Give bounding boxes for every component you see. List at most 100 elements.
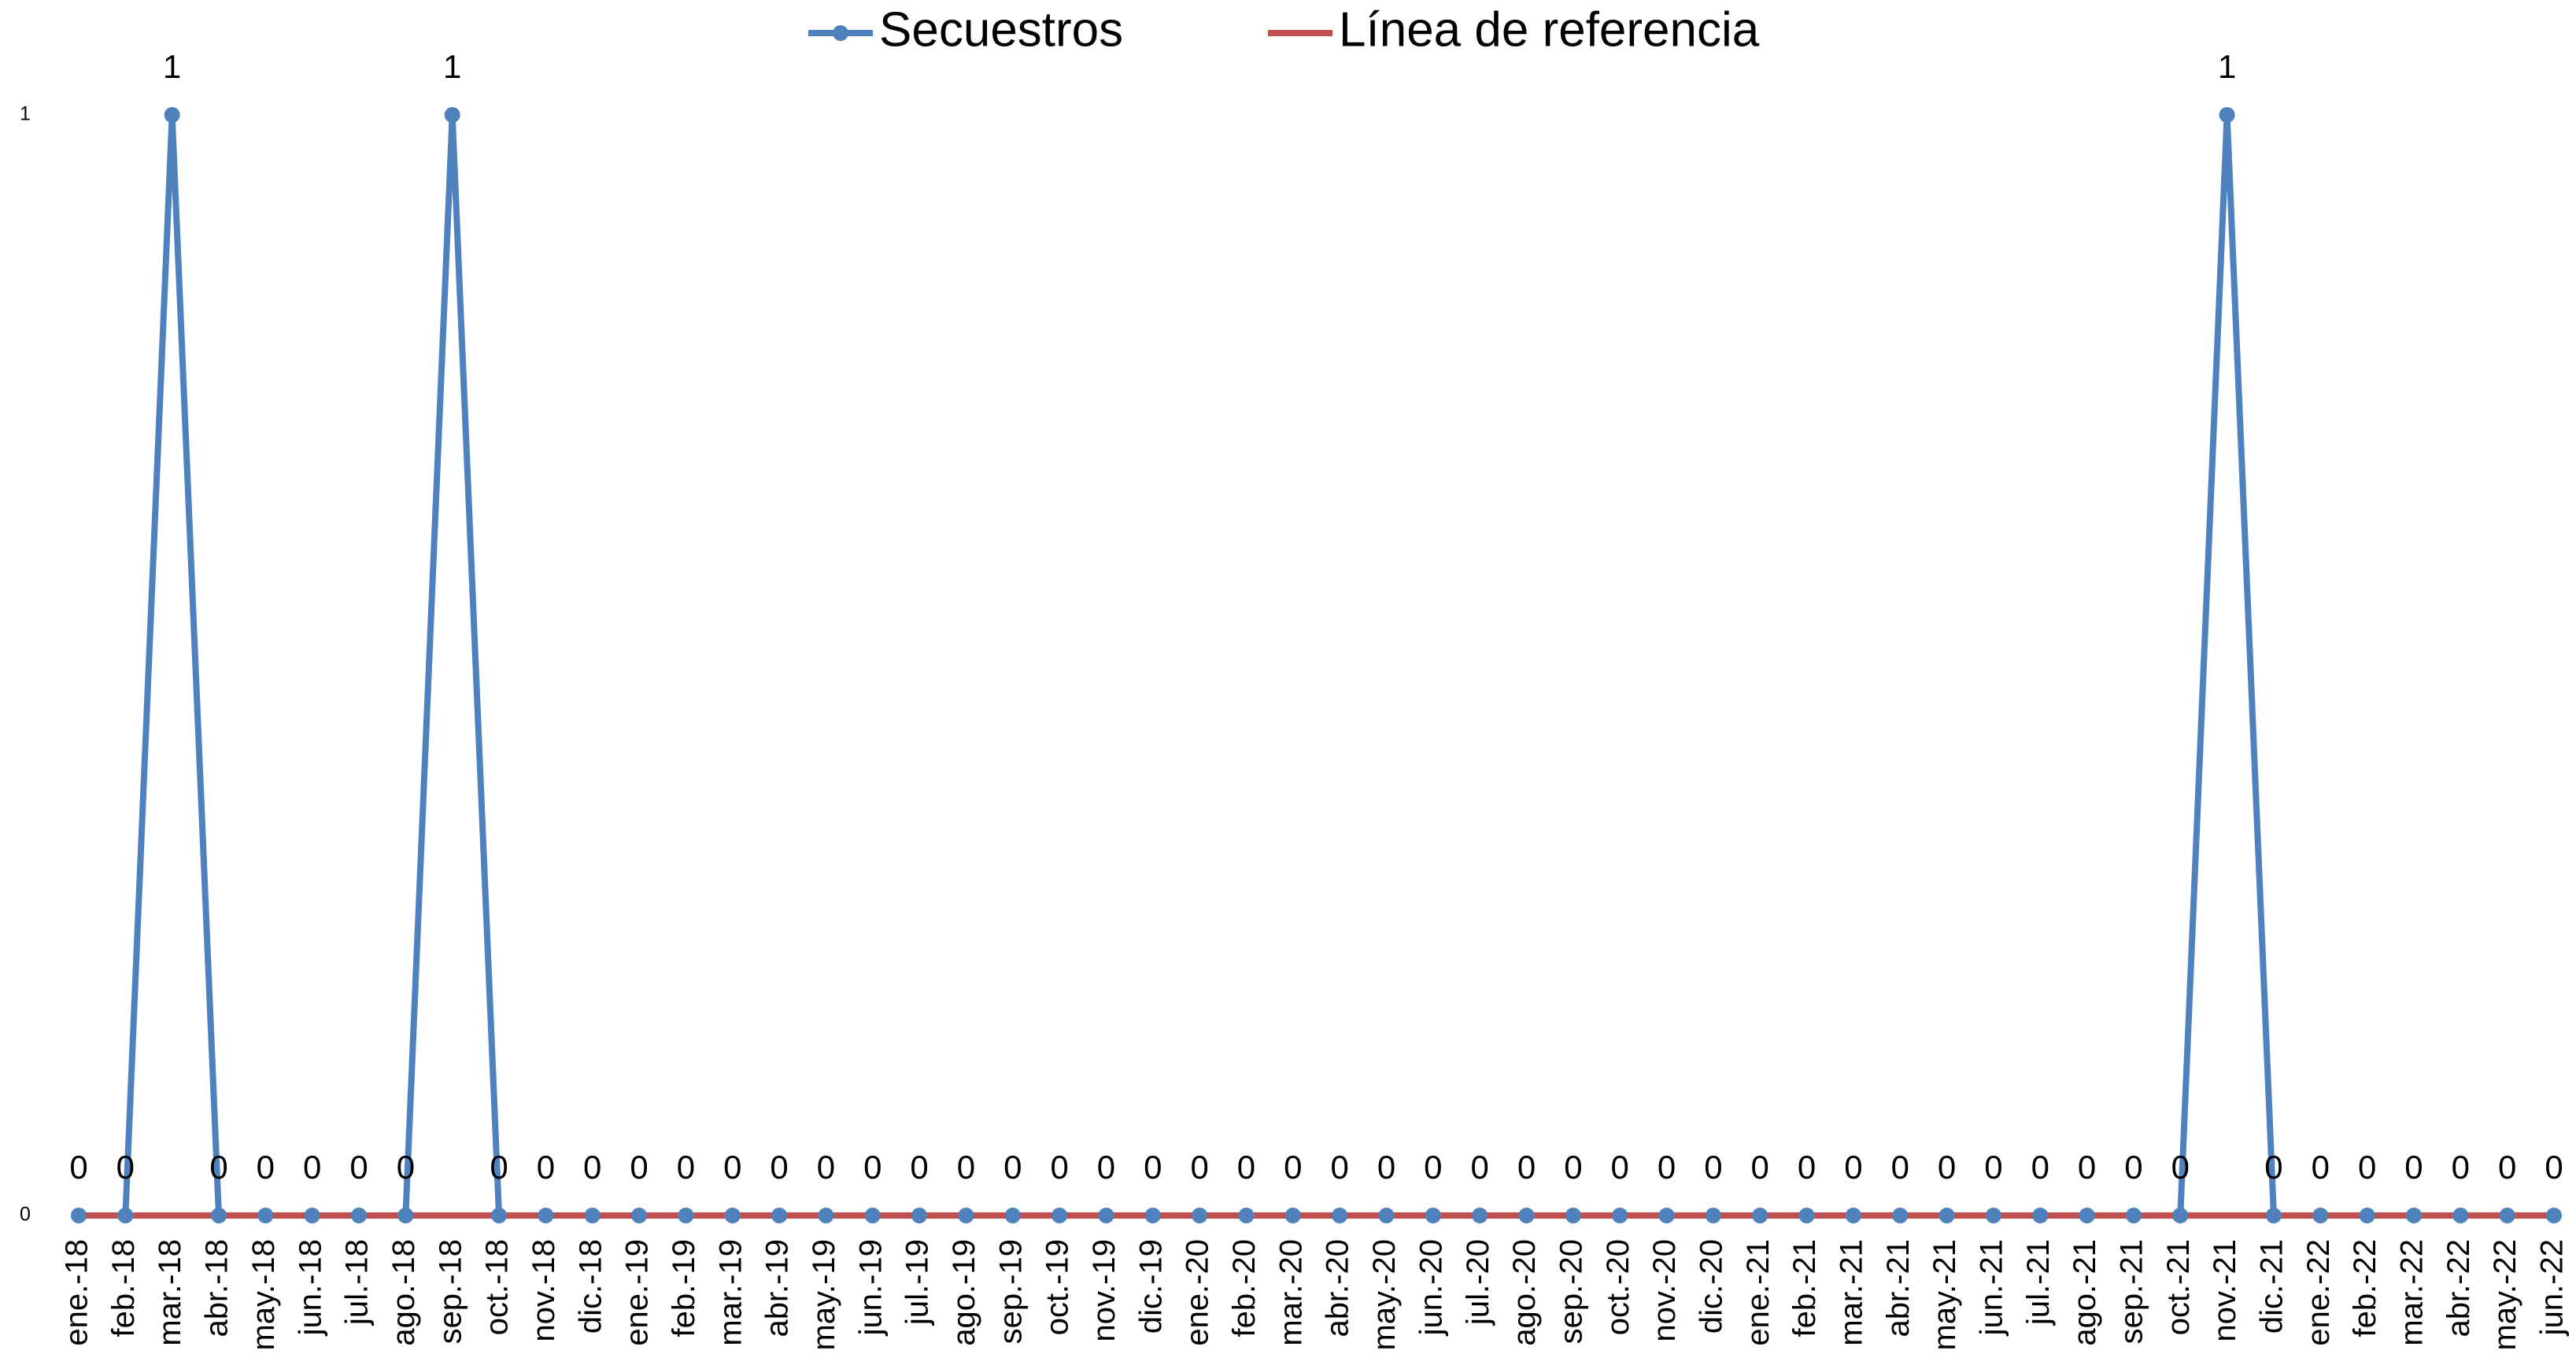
marker	[2452, 1208, 2469, 1223]
data-label: 0	[2264, 1149, 2282, 1186]
x-tick-label: nov.-20	[1647, 1239, 1682, 1341]
data-label: 0	[2171, 1149, 2190, 1186]
data-label: 0	[817, 1149, 835, 1186]
data-label: 0	[2078, 1149, 2096, 1186]
marker	[1938, 1208, 1955, 1223]
x-tick-label: dic.-20	[1694, 1239, 1728, 1334]
data-label: 0	[770, 1149, 788, 1186]
x-tick-label: mar.-22	[2395, 1239, 2430, 1346]
data-label: 0	[2124, 1149, 2142, 1186]
data-label: 0	[677, 1149, 695, 1186]
data-label: 0	[1097, 1149, 1115, 1186]
x-tick-label: ago.-18	[386, 1239, 421, 1346]
marker	[1332, 1208, 1348, 1223]
data-label: 1	[443, 48, 461, 85]
x-tick-label: oct.-19	[1040, 1239, 1075, 1335]
data-label: 0	[209, 1149, 227, 1186]
data-label: 0	[957, 1149, 975, 1186]
data-label: 1	[163, 48, 181, 85]
x-tick-label: abr.-20	[1321, 1239, 1355, 1338]
marker	[1284, 1208, 1301, 1223]
marker	[678, 1208, 694, 1223]
marker	[1238, 1208, 1255, 1223]
data-label: 0	[1844, 1149, 1862, 1186]
data-label: 0	[1984, 1149, 2002, 1186]
data-label: 0	[1891, 1149, 1909, 1186]
x-tick-label: feb.-21	[1787, 1239, 1822, 1338]
legend-marker	[833, 25, 848, 41]
x-tick-label: mar.-21	[1834, 1239, 1868, 1346]
x-tick-label: feb.-18	[106, 1239, 141, 1338]
x-tick-label: ene.-22	[2301, 1239, 2336, 1346]
data-label: 0	[1003, 1149, 1022, 1186]
data-label: 0	[863, 1149, 881, 1186]
x-tick-label: may.-21	[1927, 1239, 1962, 1351]
marker	[1518, 1208, 1535, 1223]
data-label: 0	[723, 1149, 741, 1186]
marker	[71, 1208, 87, 1223]
x-tick-label: abr.-21	[1881, 1239, 1916, 1338]
x-tick-label: ene.-18	[60, 1239, 94, 1346]
marker	[2499, 1208, 2515, 1223]
data-label: 0	[537, 1149, 555, 1186]
marker	[1612, 1208, 1628, 1223]
marker	[1051, 1208, 1068, 1223]
x-tick-label: abr.-19	[760, 1239, 795, 1338]
line-0	[79, 112, 2554, 1219]
data-label: 0	[1751, 1149, 1769, 1186]
x-tick-label: abr.-22	[2441, 1239, 2476, 1338]
data-label: 0	[910, 1149, 928, 1186]
legend-label: Línea de referencia	[1339, 2, 1760, 57]
marker	[164, 107, 180, 123]
marker	[2265, 1208, 2282, 1223]
marker	[958, 1208, 974, 1223]
x-tick-label: sep.-21	[2115, 1239, 2149, 1344]
marker	[1098, 1208, 1114, 1223]
marker	[584, 1208, 601, 1223]
x-tick-label: dic.-19	[1133, 1239, 1168, 1334]
data-label: 0	[2545, 1149, 2563, 1186]
marker	[1565, 1208, 1581, 1223]
x-tick-label: jun.-21	[1974, 1239, 2009, 1336]
data-label: 0	[1377, 1149, 1395, 1186]
x-tick-label: nov.-18	[527, 1239, 561, 1341]
x-tick-label: oct.-20	[1601, 1239, 1635, 1335]
x-tick-label: jul.-18	[340, 1239, 375, 1326]
marker	[1144, 1208, 1161, 1223]
x-tick-label: ago.-19	[947, 1239, 981, 1346]
marker	[257, 1208, 274, 1223]
marker	[2032, 1208, 2049, 1223]
marker	[444, 107, 460, 123]
marker	[1752, 1208, 1768, 1223]
data-label: 0	[1564, 1149, 1582, 1186]
marker	[304, 1208, 320, 1223]
marker	[724, 1208, 741, 1223]
x-tick-label: may.-18	[246, 1239, 281, 1351]
data-label: 0	[630, 1149, 648, 1186]
marker	[1798, 1208, 1815, 1223]
data-label: 0	[69, 1149, 87, 1186]
x-tick-label: nov.-19	[1087, 1239, 1122, 1341]
x-tick-label: oct.-21	[2161, 1239, 2196, 1335]
data-label: 0	[1658, 1149, 1676, 1186]
data-label: 0	[1284, 1149, 1302, 1186]
data-label: 0	[490, 1149, 508, 1186]
data-label: 0	[2452, 1149, 2470, 1186]
y-tick-label: 0	[20, 1204, 31, 1226]
y-tick-label: 1	[20, 103, 31, 125]
marker	[2079, 1208, 2095, 1223]
marker	[2172, 1208, 2189, 1223]
marker	[2219, 107, 2235, 123]
legend-label: Secuestros	[879, 2, 1123, 57]
x-tick-label: mar.-20	[1273, 1239, 1308, 1346]
marker	[864, 1208, 881, 1223]
marker	[2312, 1208, 2329, 1223]
marker	[1378, 1208, 1395, 1223]
data-label: 0	[2498, 1149, 2516, 1186]
x-tick-label: ago.-21	[2068, 1239, 2102, 1346]
data-label: 0	[1704, 1149, 1722, 1186]
data-label: 0	[583, 1149, 601, 1186]
x-tick-label: may.-19	[807, 1239, 841, 1351]
data-label: 0	[1330, 1149, 1348, 1186]
